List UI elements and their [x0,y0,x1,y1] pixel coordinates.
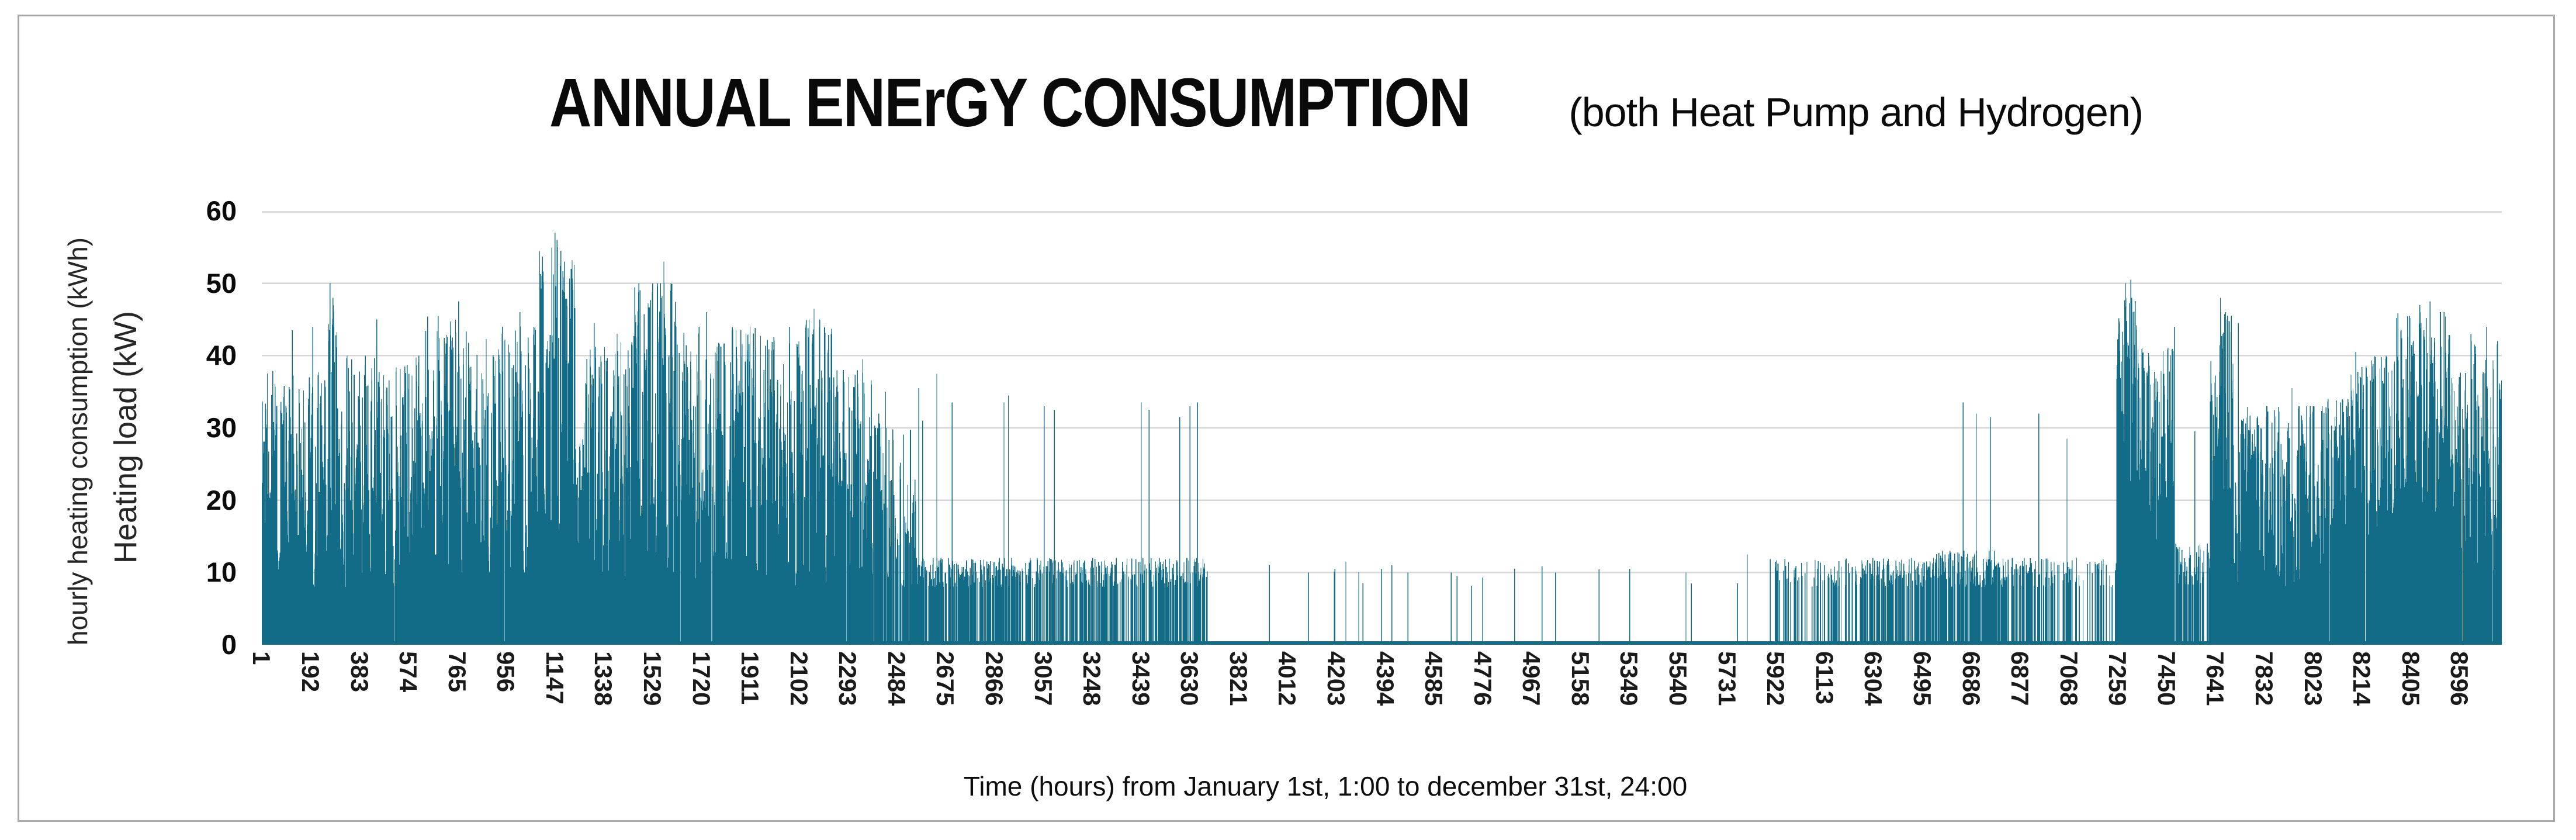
x-tick-label: 4585 [1420,651,1448,706]
x-tick-label: 2675 [932,651,960,706]
x-tick-label: 8214 [2348,651,2376,706]
x-tick-label: 6495 [1908,651,1936,706]
x-tick-label: 7068 [2055,651,2083,706]
x-tick-label: 6686 [1957,651,1985,706]
y-tick-label: 0 [221,629,237,660]
x-tick-label: 7259 [2104,651,2132,706]
x-tick-label: 4012 [1273,651,1301,706]
y-tick-label: 60 [206,195,237,226]
x-tick-label: 6877 [2006,651,2034,706]
x-axis-baseline [262,641,2502,645]
x-tick-label: 5540 [1664,651,1692,706]
y-tick-label: 10 [206,556,237,588]
y-tick-label: 30 [206,412,237,443]
x-tick-label: 3057 [1029,651,1057,706]
hourly-consumption-bars [262,233,2502,645]
x-axis-title: Time (hours) from January 1st, 1:00 to d… [963,771,1688,801]
x-tick-label: 5158 [1566,651,1594,706]
y-tick-label: 50 [206,267,237,299]
x-tick-label: 4203 [1322,651,1351,706]
x-tick-label: 4394 [1371,651,1399,706]
x-tick-label: 2293 [834,651,862,706]
x-tick-label: 6304 [1860,651,1888,706]
x-tick-label: 8596 [2446,651,2474,706]
x-tick-label: 7450 [2152,651,2180,706]
x-tick-label: 8405 [2397,651,2425,706]
x-tick-label: 8023 [2299,651,2327,706]
x-tick-label: 574 [394,651,423,693]
x-tick-label: 3630 [1176,651,1204,706]
x-tick-label: 192 [297,651,324,693]
x-tick-label: 7832 [2250,651,2278,706]
chart-title-subtitle: (both Heat Pump and Hydrogen) [1569,89,2144,135]
plot-area [262,211,2502,645]
x-tick-label: 956 [492,651,520,693]
x-tick-label: 2102 [785,651,813,706]
x-tick-label: 1529 [639,651,667,706]
x-tick-label: 3248 [1078,651,1106,706]
x-tick-label: 3439 [1127,651,1155,706]
x-tick-label: 2484 [882,651,910,706]
x-tick-label: 1720 [687,651,715,706]
x-tick-label: 1147 [541,651,569,705]
chart-title: ANNUAL ENErGY CONSUMPTION (both Heat Pum… [0,63,2576,143]
x-tick-label: 4776 [1469,651,1497,706]
x-tick-label: 1 [248,651,276,665]
chart-title-main: ANNUAL ENErGY CONSUMPTION [549,64,1471,141]
x-tick-label: 3821 [1224,651,1252,706]
y-tick-label: 20 [206,484,237,516]
y-tick-label: 40 [206,340,237,371]
x-tick-label: 765 [443,651,471,693]
x-tick-label: 7641 [2201,651,2229,706]
x-tick-label: 1338 [590,651,618,706]
x-tick-label: 1911 [736,651,764,705]
y-axis-label-consumption: hourly heating consumption (kWh) [63,237,93,645]
x-tick-label: 4967 [1518,651,1546,706]
x-tick-label: 5349 [1615,651,1643,706]
x-tick-label: 5922 [1762,651,1790,706]
x-tick-label: 5731 [1713,651,1741,706]
x-tick-label: 2866 [981,651,1009,706]
x-tick-label: 383 [345,651,373,693]
x-tick-label: 6113 [1810,651,1838,705]
